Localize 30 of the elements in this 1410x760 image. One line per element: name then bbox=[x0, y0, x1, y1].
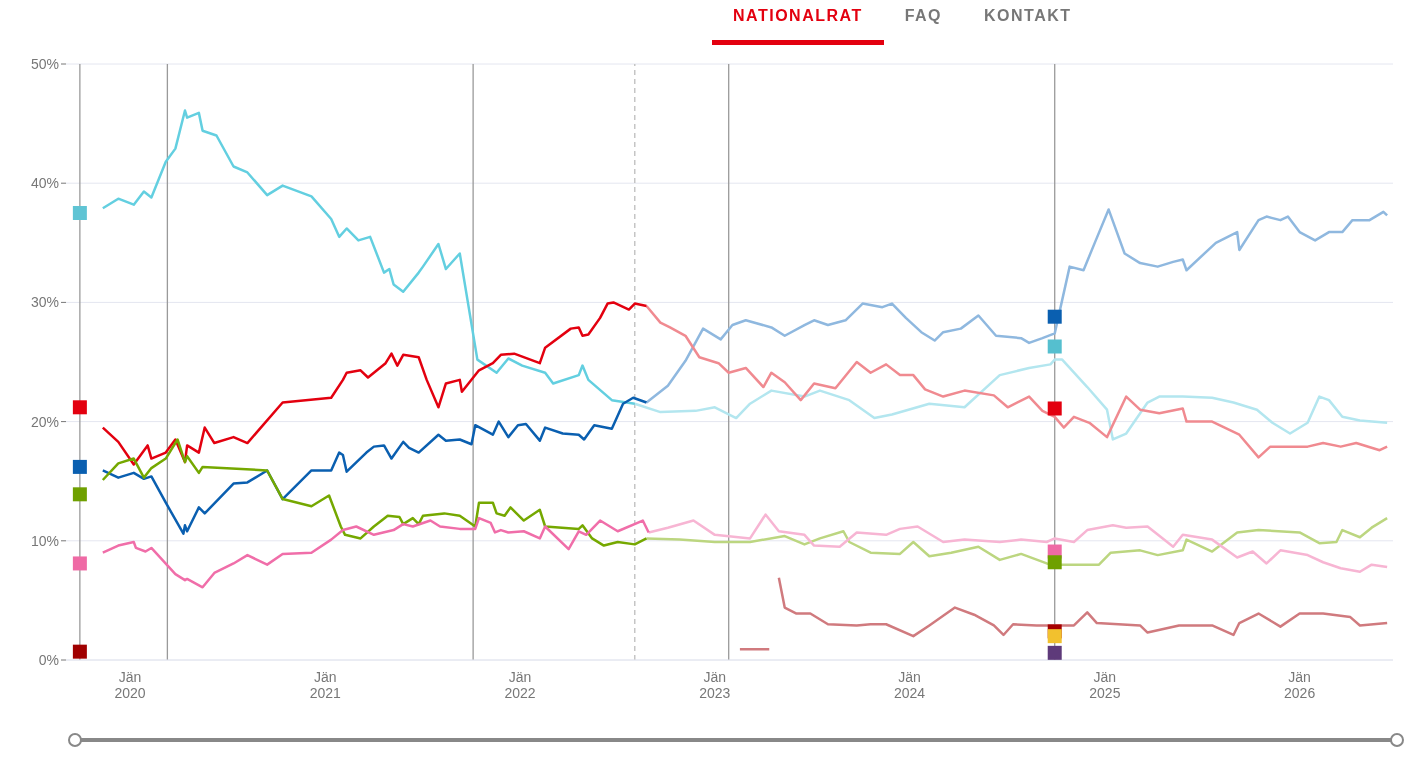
x-tick-label: Jän 2025 bbox=[1089, 669, 1121, 701]
line-series bbox=[645, 208, 1389, 404]
point bbox=[1047, 645, 1062, 660]
x-tick-label: Jän 2021 bbox=[309, 669, 342, 701]
x-tick-label: Jän 2022 bbox=[504, 669, 536, 701]
x-tick-label: Jän 2024 bbox=[894, 669, 926, 701]
x-tick-label: Jän 2023 bbox=[699, 669, 731, 701]
line-series bbox=[647, 513, 1389, 574]
line-series bbox=[633, 358, 1389, 441]
point bbox=[1047, 629, 1062, 644]
y-tick-label: 50% bbox=[30, 55, 59, 72]
line-series bbox=[101, 301, 648, 466]
point bbox=[72, 206, 87, 220]
x-tick-label: Jän 2026 bbox=[1284, 669, 1316, 701]
y-tick-label: 0% bbox=[38, 651, 59, 668]
point bbox=[72, 644, 87, 659]
y-tick-label: 10% bbox=[30, 532, 59, 549]
y-tick-label: 20% bbox=[30, 413, 59, 430]
text: FAQ bbox=[903, 6, 944, 26]
line-series bbox=[101, 516, 650, 589]
text: NATIONALRAT bbox=[732, 6, 864, 26]
line-series bbox=[645, 304, 1389, 459]
line-series bbox=[101, 109, 637, 405]
line-series bbox=[101, 438, 648, 547]
y-tick-label: 30% bbox=[30, 294, 59, 311]
line-series bbox=[101, 396, 648, 535]
x-tick-label: Jän 2020 bbox=[114, 669, 146, 701]
point bbox=[1047, 339, 1062, 354]
text: KONTAKT bbox=[983, 6, 1073, 26]
y-tick-label: 40% bbox=[30, 175, 59, 192]
